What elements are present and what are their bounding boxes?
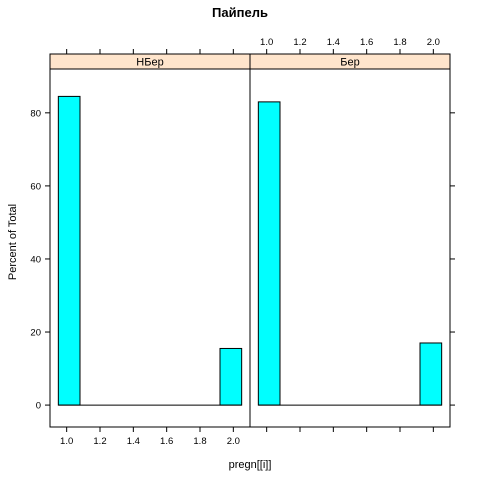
x-tick-label: 1.2: [293, 37, 306, 48]
strip-background: [50, 54, 250, 69]
strip-label: Бер: [340, 57, 359, 69]
y-axis-label: Percent of Total: [7, 204, 19, 280]
panels-group: НБер 1.0 1.2 1.4 1.6 1.8 2.0 Бер 1.0 1.2 1.4 1.6 1.8…: [30, 37, 455, 447]
x-tick-label: 1.8: [193, 436, 206, 447]
y-tick-label: 0: [36, 401, 41, 412]
strip-label: НБер: [136, 57, 163, 69]
y-tick-label: 60: [30, 181, 41, 192]
x-tick-label: 1.4: [127, 436, 140, 447]
bar: [219, 347, 243, 406]
y-tick-label: 80: [30, 108, 41, 119]
x-tick-label: 1.0: [260, 37, 273, 48]
panel-2: Бер 1.0 1.2 1.4 1.6 1.8 2.0: [249, 37, 451, 432]
x-tick-label: 1.2: [93, 436, 106, 447]
panel-1: НБер 1.0 1.2 1.4 1.6 1.8 2.0: [49, 49, 251, 447]
bar: [57, 95, 81, 406]
bar: [257, 101, 281, 406]
x-tick-label: 1.4: [327, 37, 340, 48]
y-tick-label: 20: [30, 328, 41, 339]
x-tick-label: 1.8: [393, 37, 406, 48]
strip-background: [250, 54, 450, 69]
x-tick-label: 2.0: [427, 37, 440, 48]
y-axis: 0 20 40 60 80: [30, 108, 455, 412]
x-tick-label: 1.6: [160, 436, 173, 447]
bar: [419, 342, 443, 406]
x-tick-label: 1.0: [60, 436, 73, 447]
panel-border: [249, 53, 451, 428]
y-tick-label: 40: [30, 254, 41, 265]
x-axis-label: pregn[[i]]: [229, 459, 272, 471]
x-tick-label: 1.6: [360, 37, 373, 48]
x-tick-label: 2.0: [227, 436, 240, 447]
chart-title: Пайпель: [212, 5, 268, 20]
